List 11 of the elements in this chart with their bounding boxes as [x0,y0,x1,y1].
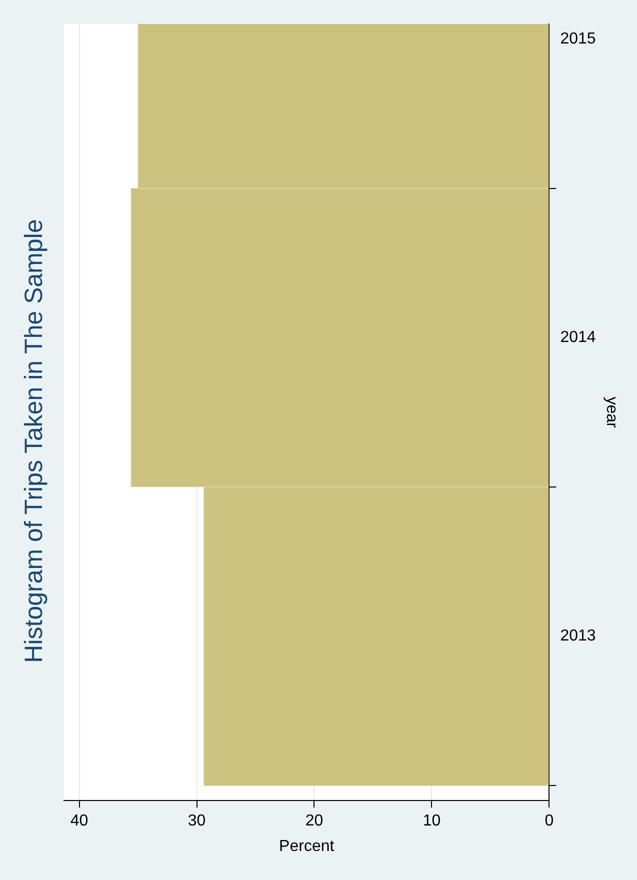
y-axis-title: year [602,396,620,429]
x-tick-label: 20 [305,812,324,830]
x-tick-label: 40 [70,812,88,830]
text: Histogram of Trips Taken in The Sample [20,219,48,663]
x-tick-label: 0 [544,812,554,830]
x-tick-label: 10 [422,812,441,830]
y-tick-label: 2015 [560,30,596,48]
x-axis-title: Percent [279,838,335,855]
x-tick-label: 30 [188,812,206,830]
y-tick-label: 2013 [560,628,596,645]
y-tick-label: 2014 [560,329,596,346]
